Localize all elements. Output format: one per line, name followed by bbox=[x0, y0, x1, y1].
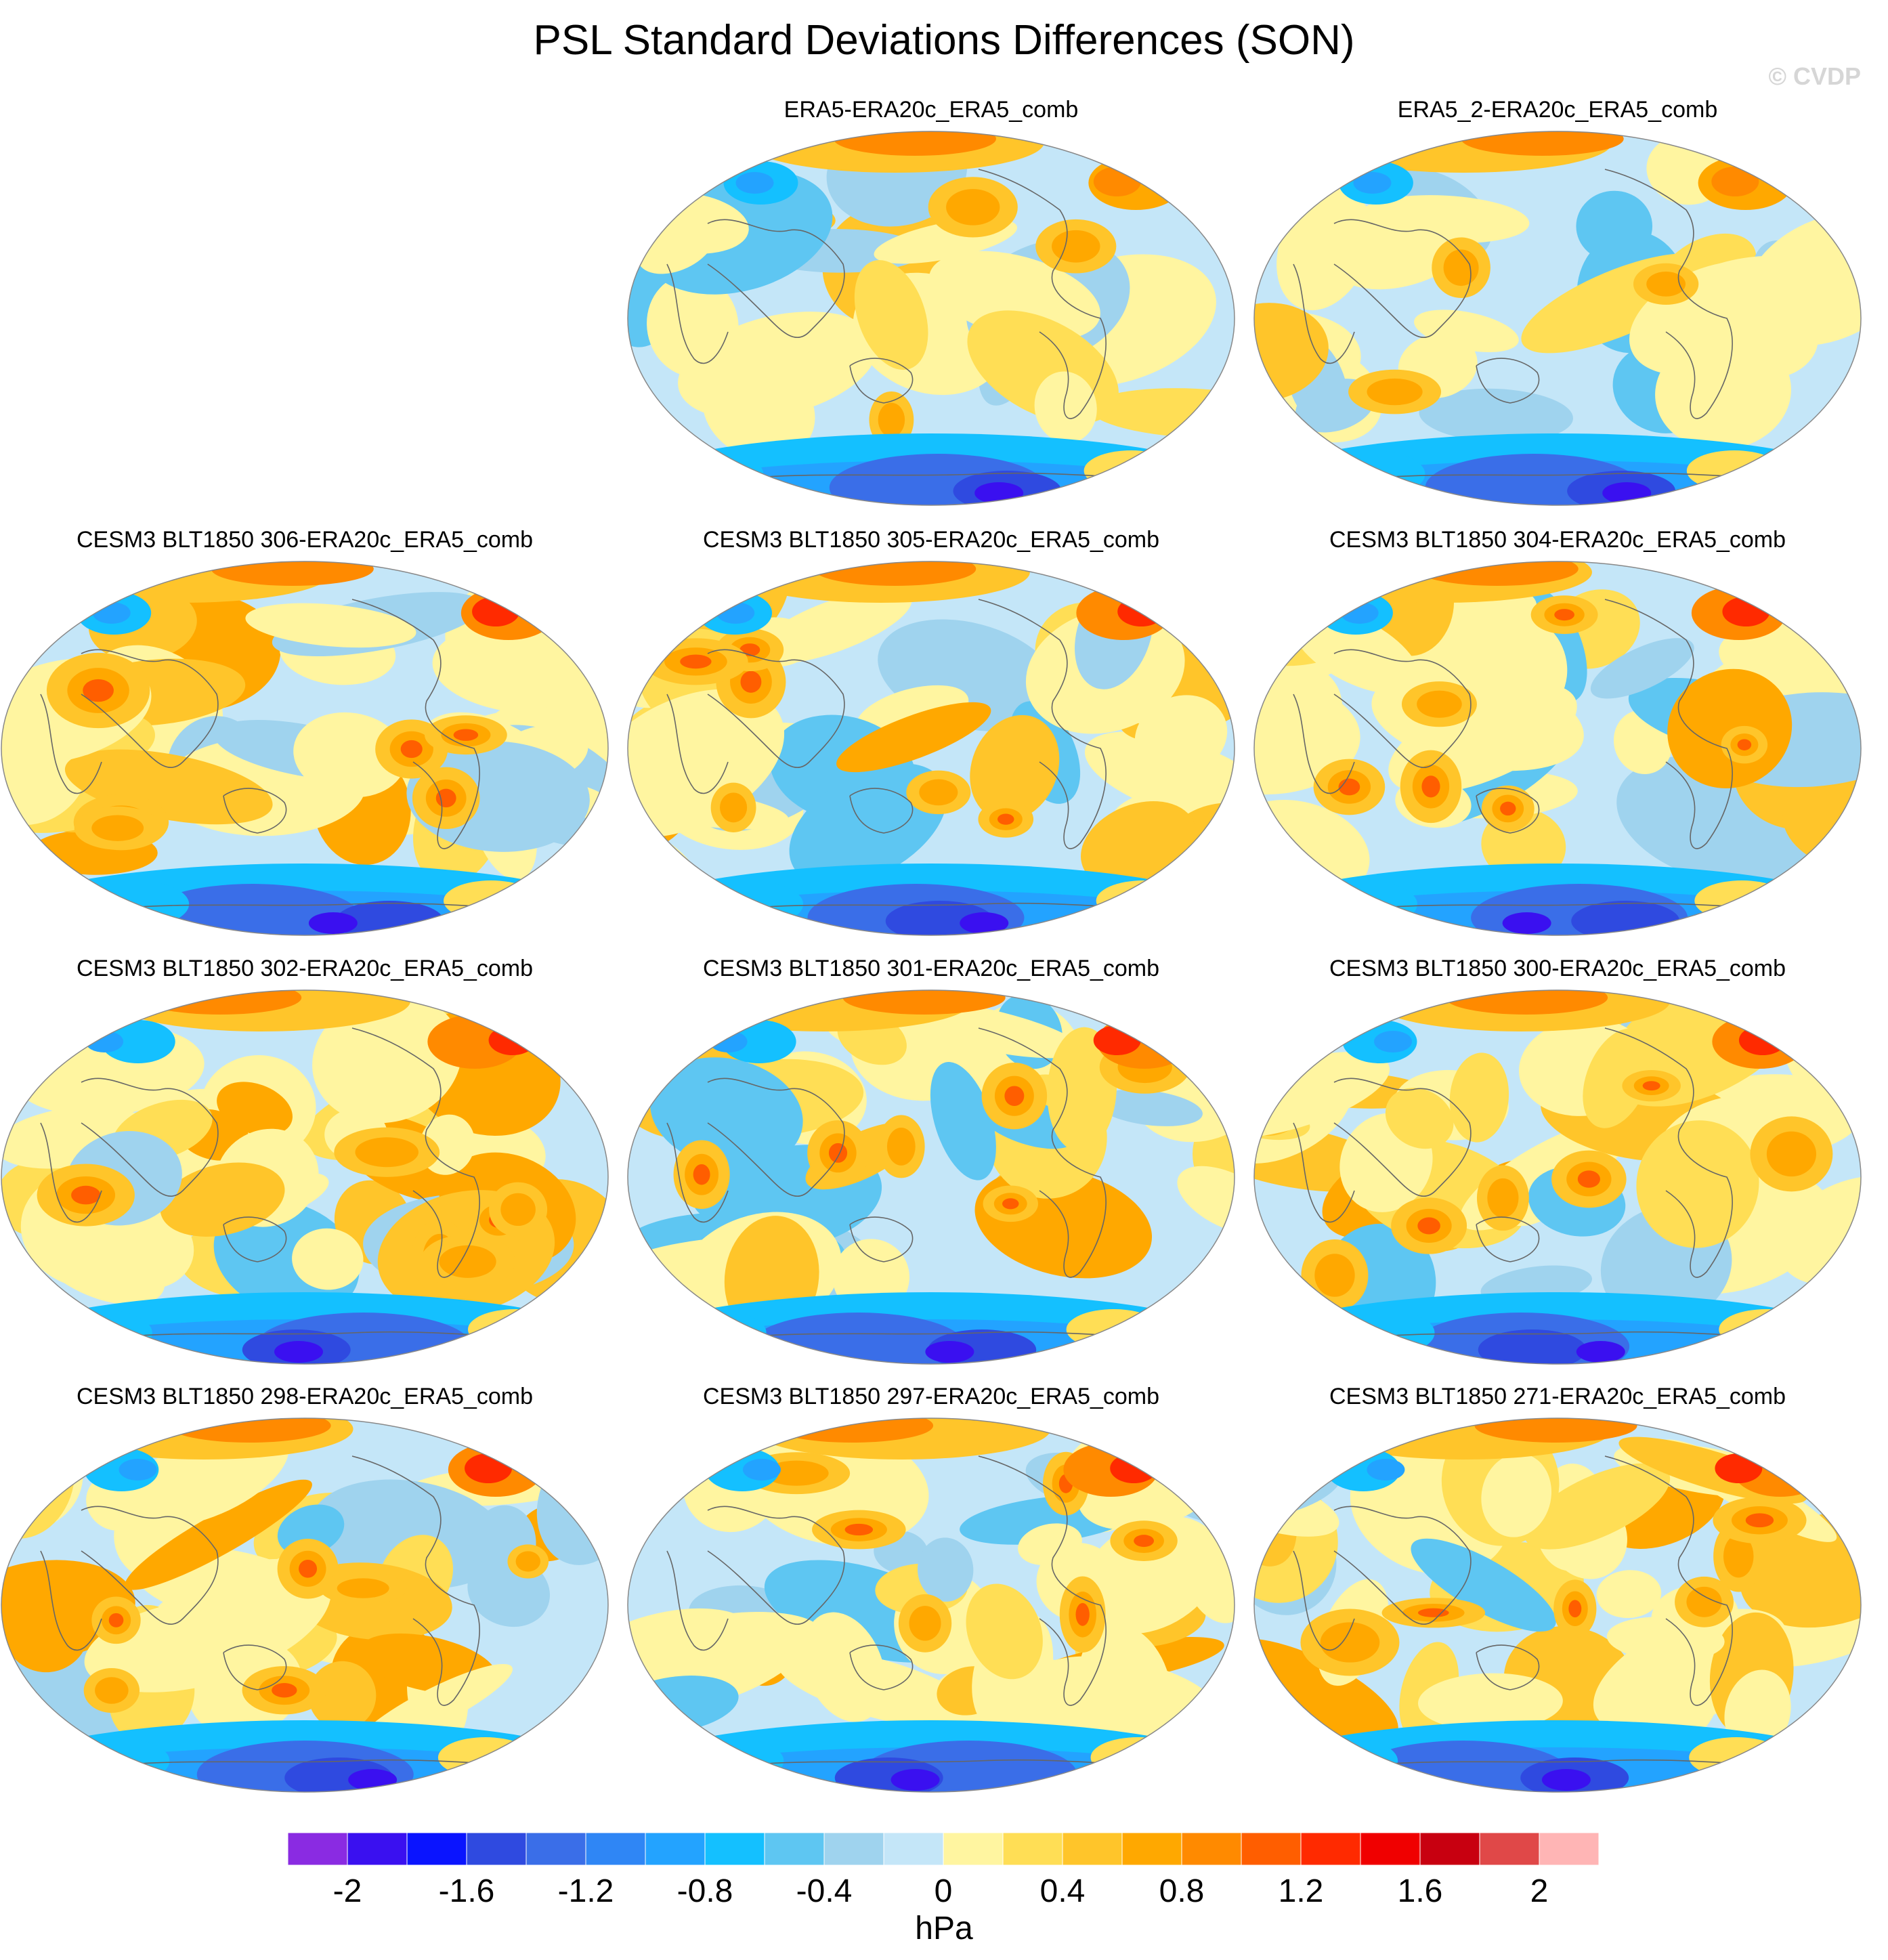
panel-title: CESM3 BLT1850 298-ERA20c_ERA5_comb bbox=[76, 1384, 534, 1409]
colorbar-swatch bbox=[1181, 1832, 1242, 1866]
panel-title: CESM3 BLT1850 301-ERA20c_ERA5_comb bbox=[702, 956, 1160, 981]
map-globe bbox=[1, 561, 609, 936]
colorbar-swatch bbox=[1121, 1832, 1182, 1866]
colorbar-tick-label: 0.8 bbox=[1159, 1873, 1205, 1909]
panel-title: ERA5-ERA20c_ERA5_comb bbox=[784, 97, 1079, 123]
colorbar-swatch bbox=[347, 1832, 408, 1866]
colorbar-swatch bbox=[943, 1832, 1004, 1866]
colorbar-swatch bbox=[1002, 1832, 1063, 1866]
map-globe bbox=[1, 989, 609, 1365]
map-panel: CESM3 BLT1850 304-ERA20c_ERA5_comb bbox=[1253, 525, 1862, 945]
colorbar-tick-label: -0.4 bbox=[796, 1873, 853, 1909]
colorbar-tick-label: 2 bbox=[1530, 1873, 1549, 1909]
colorbar-swatch bbox=[764, 1832, 825, 1866]
panel-title: ERA5_2-ERA20c_ERA5_comb bbox=[1397, 97, 1718, 123]
panel-title: CESM3 BLT1850 271-ERA20c_ERA5_comb bbox=[1329, 1384, 1786, 1409]
colorbar-swatch bbox=[1360, 1832, 1421, 1866]
colorbar-swatch bbox=[1419, 1832, 1480, 1866]
map-globe bbox=[1, 1418, 609, 1793]
colorbar-swatch bbox=[1479, 1832, 1540, 1866]
map-panel: CESM3 BLT1850 271-ERA20c_ERA5_comb bbox=[1253, 1382, 1862, 1802]
colorbar-swatch bbox=[1241, 1832, 1302, 1866]
colorbar-swatch bbox=[883, 1832, 944, 1866]
map-globe bbox=[627, 1418, 1235, 1793]
colorbar-tick-label: 1.6 bbox=[1397, 1873, 1443, 1909]
map-panel: CESM3 BLT1850 301-ERA20c_ERA5_comb bbox=[626, 954, 1236, 1373]
panel-title: CESM3 BLT1850 305-ERA20c_ERA5_comb bbox=[702, 527, 1160, 553]
map-panel: ERA5_2-ERA20c_ERA5_comb bbox=[1253, 95, 1862, 515]
figure-title: PSL Standard Deviations Differences (SON… bbox=[533, 17, 1355, 64]
colorbar-tick-label: 0.4 bbox=[1039, 1873, 1086, 1909]
map-globe bbox=[1253, 561, 1862, 936]
colorbar-swatch bbox=[406, 1832, 467, 1866]
colorbar-swatch bbox=[645, 1832, 706, 1866]
panel-title: CESM3 BLT1850 297-ERA20c_ERA5_comb bbox=[702, 1384, 1160, 1409]
colorbar-swatch bbox=[1062, 1832, 1123, 1866]
panel-title: CESM3 BLT1850 300-ERA20c_ERA5_comb bbox=[1329, 956, 1786, 981]
map-globe bbox=[1253, 131, 1862, 506]
colorbar-tick-label: -1.6 bbox=[438, 1873, 495, 1909]
cvdp-watermark: © CVDP bbox=[1768, 62, 1861, 90]
map-panel: CESM3 BLT1850 305-ERA20c_ERA5_comb bbox=[626, 525, 1236, 945]
map-globe bbox=[1253, 989, 1862, 1365]
colorbar-swatch bbox=[287, 1832, 348, 1866]
map-panel: CESM3 BLT1850 297-ERA20c_ERA5_comb bbox=[626, 1382, 1236, 1802]
map-globe bbox=[627, 989, 1235, 1365]
map-panel: CESM3 BLT1850 302-ERA20c_ERA5_comb bbox=[0, 954, 609, 1373]
panel-title: CESM3 BLT1850 306-ERA20c_ERA5_comb bbox=[76, 527, 534, 553]
colorbar-swatch bbox=[823, 1832, 884, 1866]
colorbar-swatch bbox=[525, 1832, 586, 1866]
colorbar-tick-label: -1.2 bbox=[557, 1873, 614, 1909]
map-globe bbox=[1253, 1418, 1862, 1793]
map-panel: CESM3 BLT1850 298-ERA20c_ERA5_comb bbox=[0, 1382, 609, 1802]
colorbar-swatch bbox=[1539, 1832, 1600, 1866]
colorbar-swatch bbox=[585, 1832, 646, 1866]
map-globe bbox=[627, 561, 1235, 936]
map-panel: CESM3 BLT1850 306-ERA20c_ERA5_comb bbox=[0, 525, 609, 945]
colorbar-tick-label: -2 bbox=[332, 1873, 362, 1909]
colorbar bbox=[287, 1832, 1600, 1866]
colorbar-swatch bbox=[466, 1832, 527, 1866]
panel-title: CESM3 BLT1850 304-ERA20c_ERA5_comb bbox=[1329, 527, 1786, 553]
colorbar-swatch bbox=[1300, 1832, 1361, 1866]
colorbar-units: hPa bbox=[915, 1911, 973, 1946]
map-globe bbox=[627, 131, 1235, 506]
colorbar-swatch bbox=[704, 1832, 765, 1866]
colorbar-tick-label: -0.8 bbox=[677, 1873, 733, 1909]
colorbar-tick-label: 0 bbox=[934, 1873, 953, 1909]
map-panel: ERA5-ERA20c_ERA5_comb bbox=[626, 95, 1236, 515]
colorbar-tick-label: 1.2 bbox=[1278, 1873, 1324, 1909]
map-panel: CESM3 BLT1850 300-ERA20c_ERA5_comb bbox=[1253, 954, 1862, 1373]
panel-title: CESM3 BLT1850 302-ERA20c_ERA5_comb bbox=[76, 956, 534, 981]
